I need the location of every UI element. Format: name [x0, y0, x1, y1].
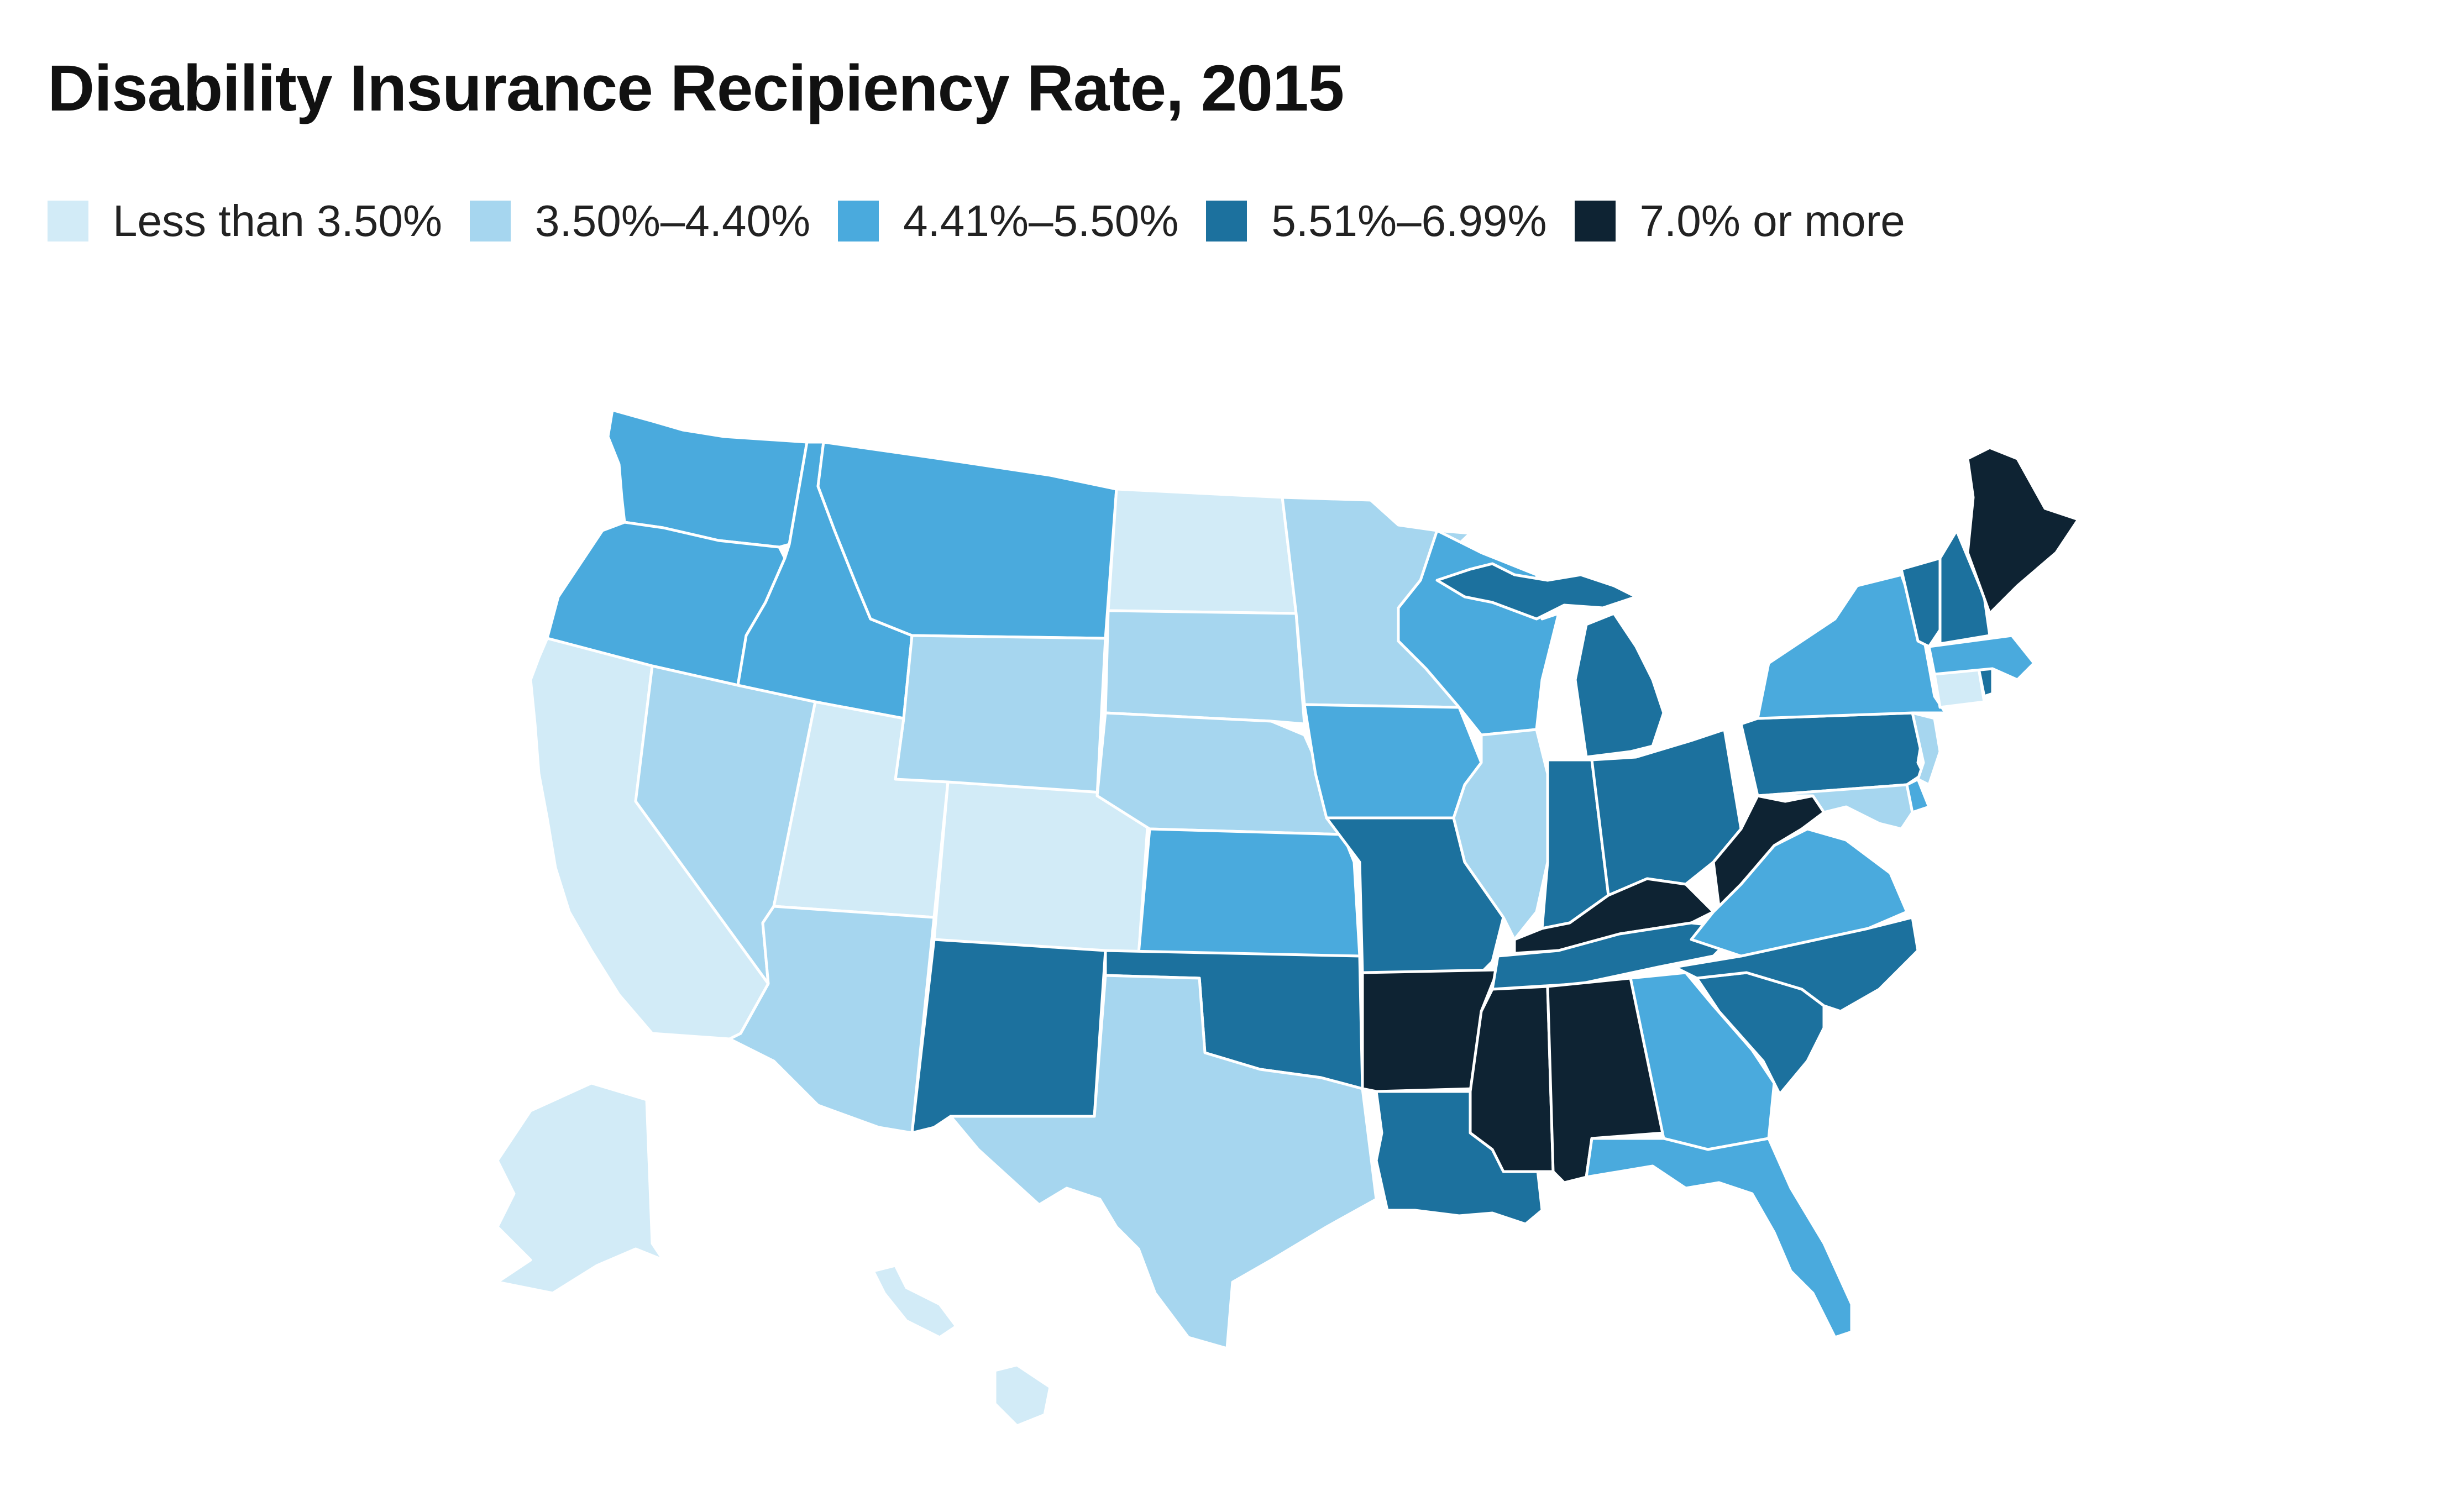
state-wy[interactable]	[894, 634, 1107, 797]
state-pa[interactable]	[1739, 711, 1925, 797]
legend-label-3: 4.41%–5.50%	[903, 196, 1179, 245]
state-mi-upper[interactable]	[1435, 562, 1638, 621]
legend-item-3: 4.41%–5.50%	[838, 196, 1178, 246]
state-hi[interactable]	[993, 1363, 1052, 1427]
legend-swatch-4	[1206, 201, 1247, 242]
state-ny[interactable]	[1756, 573, 1947, 720]
legend: Less than 3.50% 3.50%–4.40% 4.41%–5.50% …	[48, 193, 1933, 249]
legend-item-1: Less than 3.50%	[48, 196, 442, 246]
legend-swatch-2	[469, 201, 511, 242]
state-ma[interactable]	[1927, 634, 2036, 681]
state-fl[interactable]	[1585, 1137, 1853, 1339]
legend-label-2: 3.50%–4.40%	[534, 196, 811, 245]
state-de[interactable]	[1905, 778, 1931, 814]
state-ia[interactable]	[1303, 703, 1483, 820]
state-ne[interactable]	[1095, 711, 1345, 836]
state-mi-lower[interactable]	[1574, 612, 1665, 759]
state-ak[interactable]	[496, 1082, 665, 1295]
legend-label-4: 5.51%–6.99%	[1271, 196, 1547, 245]
state-nh[interactable]	[1938, 529, 1991, 645]
legend-swatch-3	[838, 201, 879, 242]
legend-label-5: 7.0% or more	[1639, 196, 1905, 245]
state-il[interactable]	[1452, 728, 1549, 941]
state-nj[interactable]	[1911, 711, 1942, 786]
map-title: Disability Insurance Recipiency Rate, 20…	[48, 52, 1344, 125]
state-tx[interactable]	[949, 974, 1378, 1350]
state-me[interactable]	[1966, 446, 2080, 615]
state-nd[interactable]	[1107, 487, 1298, 615]
legend-item-5: 7.0% or more	[1574, 196, 1905, 246]
state-nm[interactable]	[910, 938, 1107, 1135]
state-ks[interactable]	[1137, 827, 1361, 958]
state-sd[interactable]	[1104, 609, 1306, 726]
legend-swatch-5	[1574, 201, 1616, 242]
legend-swatch-1	[48, 201, 88, 242]
legend-item-2: 3.50%–4.40%	[469, 196, 811, 246]
legend-label-1: Less than 3.50%	[113, 196, 442, 245]
legend-item-4: 5.51%–6.99%	[1206, 196, 1547, 246]
state-ms[interactable]	[1469, 985, 1555, 1173]
state-hi-islands[interactable]	[872, 1264, 958, 1339]
state-vt[interactable]	[1900, 556, 1942, 648]
